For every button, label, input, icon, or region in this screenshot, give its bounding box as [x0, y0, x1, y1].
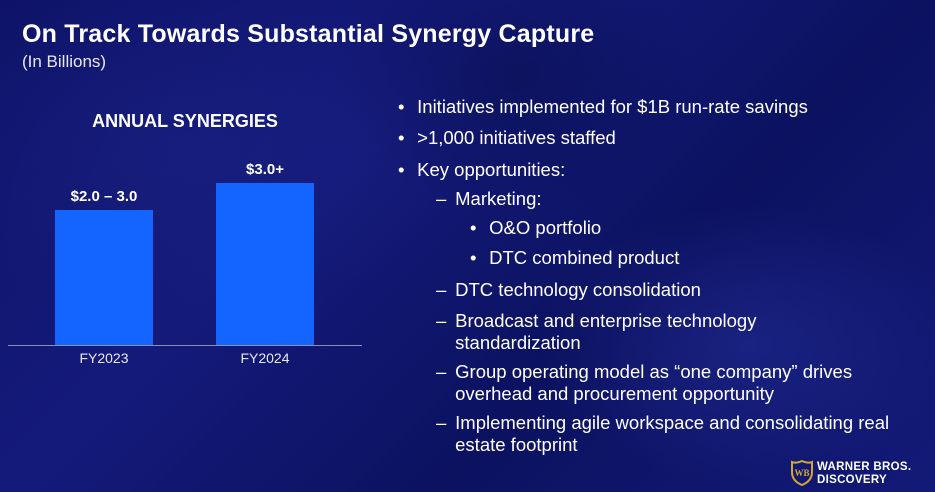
bullet-marker: • [398, 159, 405, 180]
logo-wordmark: WARNER BROS. DISCOVERY [817, 461, 911, 487]
x-tick-label: FY2024 [240, 350, 289, 366]
dash-marker: – [436, 279, 447, 300]
data-label-fy2023: $2.0 – 3.0 [71, 188, 138, 205]
page-subtitle: (In Billions) [22, 52, 107, 71]
bullet-text: DTC combined product [489, 247, 680, 268]
sub-bullet-item: – Group operating model as “one company”… [436, 361, 930, 405]
bullet-text: Implementing agile workspace and consoli… [455, 412, 890, 455]
x-tick-label: FY2023 [79, 350, 128, 366]
sub-bullet-item: – Broadcast and enterprise technology st… [436, 310, 845, 354]
bullet-item: • >1,000 initiatives staffed [398, 127, 616, 149]
dash-marker: – [436, 361, 447, 382]
bar-fy2023 [55, 210, 153, 345]
bullet-text: Broadcast and enterprise technology stan… [455, 310, 757, 353]
bullet-item: • Initiatives implemented for $1B run-ra… [398, 96, 808, 118]
bullet-text: O&O portfolio [489, 217, 602, 238]
bullet-text: Initiatives implemented for $1B run-rate… [417, 96, 808, 117]
page-title: On Track Towards Substantial Synergy Cap… [22, 20, 595, 48]
sub-sub-bullet-item: • O&O portfolio [470, 217, 601, 239]
bullet-text: >1,000 initiatives staffed [417, 127, 616, 148]
wb-shield-icon: WB [791, 460, 813, 486]
sub-bullet-item: – Marketing: [436, 188, 542, 210]
logo-line-1: WARNER BROS. [817, 461, 912, 473]
bullet-text: Group operating model as “one company” d… [455, 361, 853, 404]
chart-heading: ANNUAL SYNERGIES [92, 111, 278, 131]
bullet-text: Marketing: [455, 188, 542, 209]
svg-text:WB: WB [794, 468, 809, 478]
bullet-item: • Key opportunities: [398, 159, 565, 181]
sub-bullet-item: – Implementing agile workspace and conso… [436, 412, 935, 456]
dash-marker: – [436, 188, 447, 209]
bullet-text: Key opportunities: [417, 159, 566, 180]
logo-line-2: DISCOVERY [817, 474, 888, 486]
data-label-fy2024: $3.0+ [246, 161, 284, 178]
bar-fy2024 [216, 183, 314, 345]
bullet-text: DTC technology consolidation [455, 279, 701, 300]
bullet-marker: • [470, 247, 477, 268]
dash-marker: – [436, 412, 447, 433]
sub-sub-bullet-item: • DTC combined product [470, 247, 679, 269]
annual-synergies-chart: $2.0 – 3.0 FY2023 $3.0+ FY2024 [8, 161, 362, 366]
bullet-marker: • [470, 217, 477, 238]
sub-bullet-item: – DTC technology consolidation [436, 279, 701, 301]
bullet-marker: • [398, 96, 405, 117]
dash-marker: – [436, 310, 447, 331]
bullet-marker: • [398, 127, 405, 148]
